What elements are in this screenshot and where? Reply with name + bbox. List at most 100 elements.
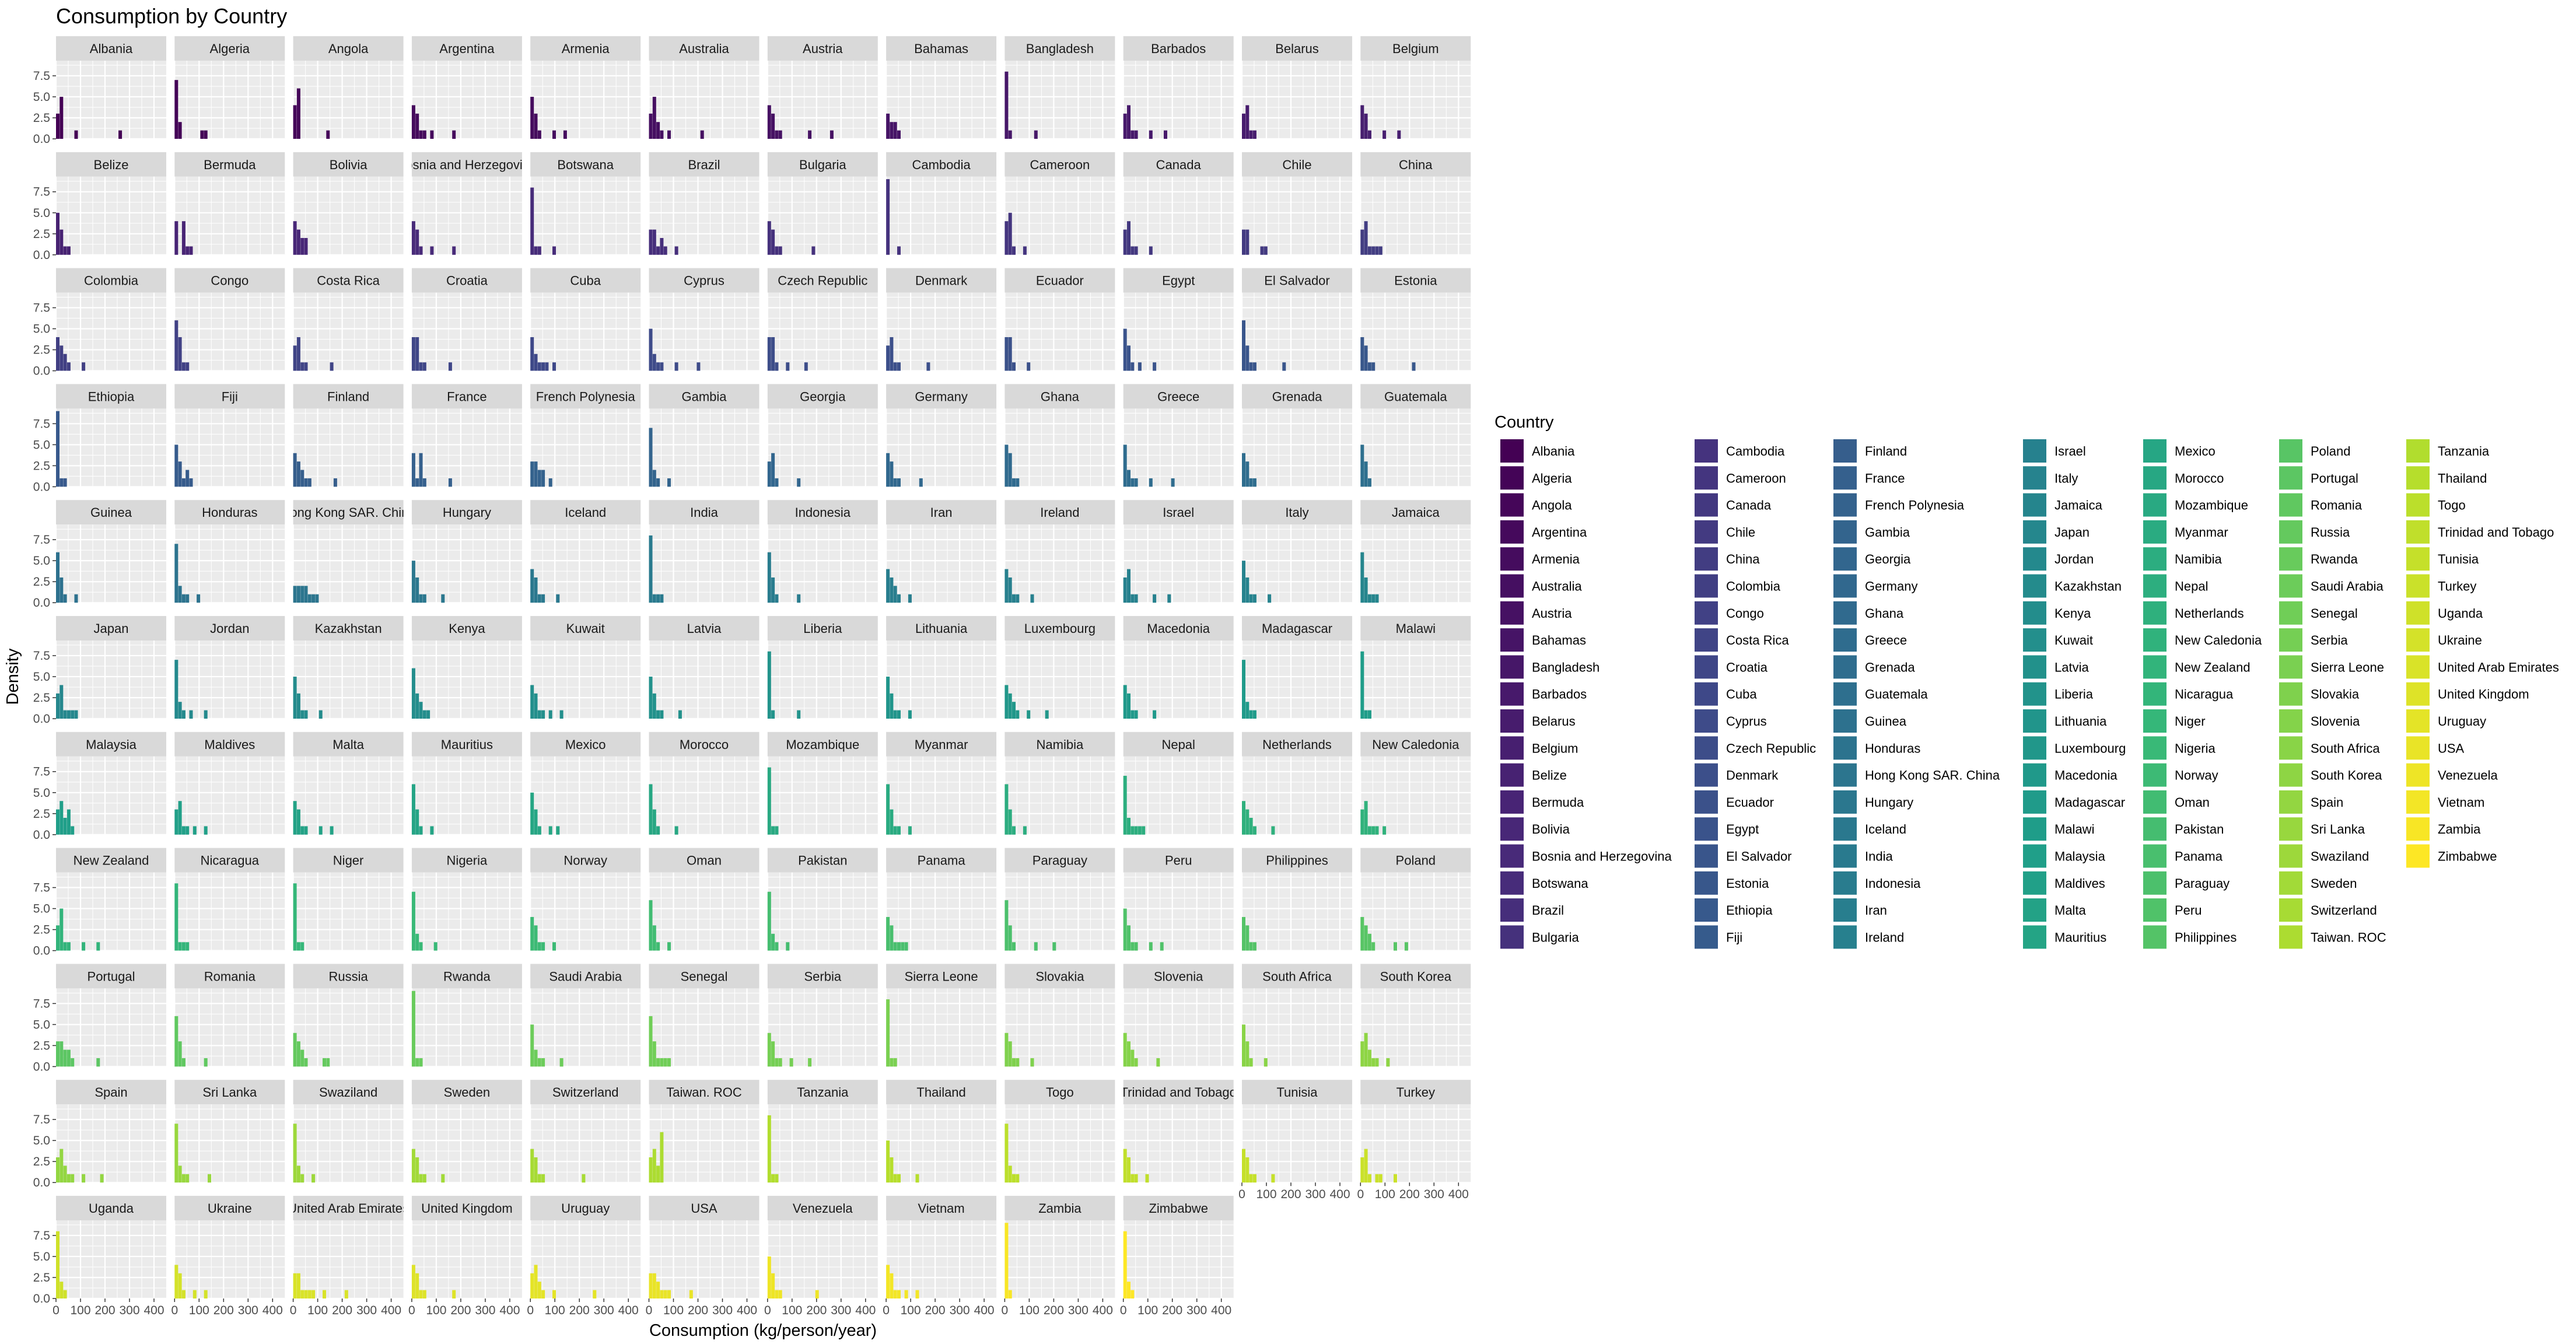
legend-item-tanzania: Tanzania xyxy=(2406,439,2490,463)
facet-plot-area xyxy=(1122,524,1234,604)
legend-label: Sweden xyxy=(2311,876,2357,891)
y-tick-label: 2.5 xyxy=(33,575,50,589)
bar xyxy=(537,246,541,255)
facet-strip xyxy=(411,848,522,873)
bar xyxy=(1008,337,1012,371)
bar xyxy=(74,594,78,603)
bar xyxy=(811,246,816,255)
legend-swatch xyxy=(1500,898,1524,922)
facet-oman: Oman xyxy=(648,848,760,951)
bar xyxy=(1130,594,1135,603)
x-tick-label: 300 xyxy=(950,1304,970,1317)
bar xyxy=(771,710,775,719)
bar xyxy=(296,88,300,139)
bar xyxy=(60,577,64,603)
legend-swatch xyxy=(1833,439,1857,463)
bar xyxy=(890,337,894,371)
legend-label: Malawi xyxy=(2054,822,2094,836)
facet-greece: Greece xyxy=(1122,384,1234,488)
facet-strip-label: Bolivia xyxy=(330,158,368,172)
legend-label: Belgium xyxy=(1532,741,1578,755)
legend-label: Georgia xyxy=(1865,552,1911,566)
legend-swatch xyxy=(2406,439,2430,463)
legend-label: Tunisia xyxy=(2438,552,2479,566)
bar xyxy=(1375,826,1379,835)
legend-swatch xyxy=(2023,790,2046,814)
facet-strip xyxy=(56,384,166,409)
facet-philippines: Philippines xyxy=(1241,848,1352,951)
bar xyxy=(545,362,549,371)
bar xyxy=(1367,1049,1371,1067)
facet-iceland: Iceland xyxy=(530,500,641,604)
legend-swatch xyxy=(2143,466,2166,490)
legend-item-united-kingdom: United Kingdom xyxy=(2406,682,2529,706)
panel-background xyxy=(767,1104,878,1183)
facet-strip xyxy=(56,616,166,640)
facet-strip xyxy=(293,1080,404,1105)
facet-strip-label: Pakistan xyxy=(798,853,847,868)
x-tick-label: 200 xyxy=(1399,1188,1420,1201)
facet-plot-area xyxy=(1360,640,1471,720)
bar xyxy=(1367,478,1371,487)
bar xyxy=(1012,246,1016,255)
legend-swatch xyxy=(2279,493,2302,517)
legend-item-uganda: Uganda xyxy=(2406,601,2483,625)
panel-background xyxy=(530,292,641,371)
bar xyxy=(1134,130,1138,139)
facet-strip xyxy=(1123,268,1234,293)
panel-background xyxy=(1123,988,1234,1067)
bar xyxy=(66,1049,71,1067)
facet-strip-label: Ecuador xyxy=(1036,274,1084,288)
legend-item-new-zealand: New Zealand xyxy=(2143,655,2250,679)
x-tick-label: 400 xyxy=(1329,1188,1350,1201)
bar xyxy=(893,1290,897,1298)
legend-item-nicaragua: Nicaragua xyxy=(2143,682,2234,706)
facet-strip xyxy=(411,732,522,757)
facet-strip xyxy=(1123,964,1234,989)
facet-strip xyxy=(1005,152,1115,177)
legend-swatch xyxy=(1500,601,1524,625)
bar xyxy=(767,1115,771,1183)
facet-plot-area xyxy=(292,1104,404,1184)
facet-plot-area xyxy=(1004,988,1115,1068)
facet-strip xyxy=(1005,36,1115,61)
facet-strip-label: Israel xyxy=(1163,505,1194,520)
facet-strip xyxy=(411,36,522,61)
panel-background xyxy=(411,408,522,487)
y-tick-label: 0.0 xyxy=(33,249,50,262)
legend-label: Taiwan. ROC xyxy=(2311,930,2386,944)
bar xyxy=(897,362,901,371)
bar xyxy=(300,942,304,951)
facet-strip-label: Guatemala xyxy=(1384,389,1447,404)
bar xyxy=(890,809,894,835)
legend-swatch xyxy=(2023,817,2046,841)
facet-plot-area xyxy=(55,524,166,604)
panel-background xyxy=(174,1220,285,1298)
bar xyxy=(1027,362,1031,371)
legend-item-italy: Italy xyxy=(2023,466,2078,490)
facet-plot-area xyxy=(292,872,404,951)
facet-strip-label: United Kingdom xyxy=(421,1201,513,1216)
legend-swatch xyxy=(2406,601,2430,625)
bar xyxy=(1375,1174,1379,1183)
legend-label: Chile xyxy=(1726,525,1755,540)
facet-plot-area xyxy=(530,524,641,604)
legend-label: Mozambique xyxy=(2175,498,2248,513)
facet-egypt: Egypt xyxy=(1122,268,1234,372)
bar xyxy=(300,1049,304,1067)
legend-label: Poland xyxy=(2311,444,2351,459)
legend-label: Peru xyxy=(2175,903,2202,918)
legend-swatch xyxy=(2279,817,2302,841)
facet-strip-label: United Arab Emirates xyxy=(288,1201,409,1216)
facet-strip-label: Greece xyxy=(1157,389,1199,404)
bar xyxy=(1364,925,1368,951)
facet-strip xyxy=(1242,1080,1352,1105)
facet-strip xyxy=(886,268,997,293)
legend-label: Sierra Leone xyxy=(2311,660,2384,674)
legend-swatch xyxy=(2406,817,2430,841)
legend-swatch xyxy=(2023,601,2046,625)
bar xyxy=(886,916,890,951)
legend-label: Colombia xyxy=(1726,579,1781,594)
bar xyxy=(530,1149,534,1183)
